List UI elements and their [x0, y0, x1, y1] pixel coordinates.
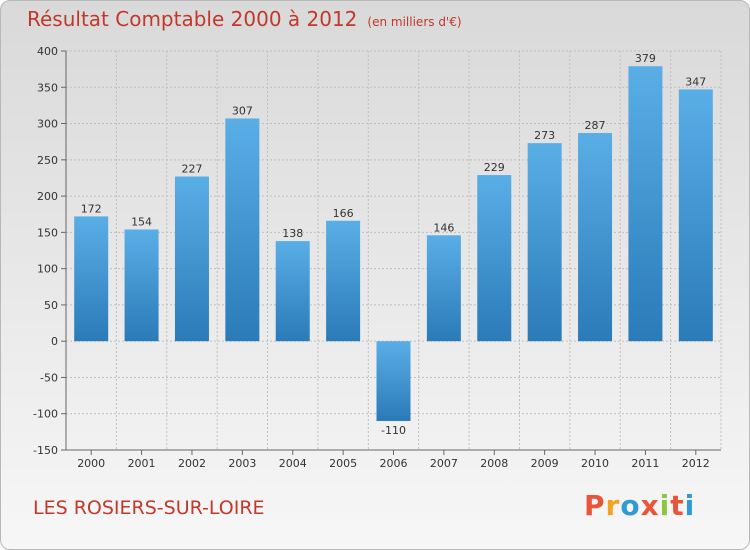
y-tick-label: 50 — [44, 299, 58, 312]
x-tick-label: 2004 — [279, 457, 307, 470]
x-tick-label: 2010 — [581, 457, 609, 470]
x-tick-label: 2011 — [631, 457, 659, 470]
x-tick-label: 2009 — [531, 457, 559, 470]
bar — [275, 241, 310, 342]
place-name: LES ROSIERS-SUR-LOIRE — [33, 497, 265, 519]
data-label: 138 — [282, 227, 303, 240]
data-label: 166 — [333, 207, 354, 220]
logo-letter: i — [659, 489, 671, 522]
bar — [326, 220, 361, 342]
chart-title-main: Résultat Comptable 2000 à 2012 — [27, 7, 358, 31]
data-label: 227 — [181, 163, 202, 176]
y-tick-label: 300 — [37, 118, 58, 131]
bars — [74, 66, 713, 421]
bar — [527, 143, 562, 342]
x-tick-label: 2012 — [682, 457, 710, 470]
labels: 400 350 300 250 200 150 100 50 0 -50 -100 -150 172 20… — [33, 45, 710, 470]
x-tick-label: 2007 — [430, 457, 458, 470]
x-tick-label: 2006 — [380, 457, 408, 470]
bar — [426, 235, 461, 342]
y-tick-label: 200 — [37, 190, 58, 203]
y-tick-label: 400 — [37, 45, 58, 58]
y-tick-label: 100 — [37, 263, 58, 276]
data-label: 379 — [635, 52, 656, 65]
axes — [61, 50, 721, 455]
y-tick-label: 150 — [37, 226, 58, 239]
data-label: 273 — [534, 129, 555, 142]
x-tick-label: 2002 — [178, 457, 206, 470]
x-tick-label: 2005 — [329, 457, 357, 470]
bar — [678, 89, 713, 342]
data-label: 307 — [232, 104, 253, 117]
bar — [124, 229, 159, 342]
bar — [225, 118, 260, 342]
logo-letter: P — [584, 489, 606, 522]
y-tick-label: -100 — [33, 408, 58, 421]
data-label: 154 — [131, 215, 152, 228]
x-tick-label: 2003 — [228, 457, 256, 470]
logo-letter: o — [620, 489, 641, 522]
y-tick-label: -50 — [40, 371, 58, 384]
data-label: 172 — [81, 202, 102, 215]
x-tick-label: 2000 — [77, 457, 105, 470]
y-tick-label: 350 — [37, 81, 58, 94]
bar — [628, 66, 663, 342]
data-label: -110 — [381, 424, 406, 437]
logo-letter: i — [684, 489, 696, 522]
logo-letter: x — [640, 489, 660, 522]
bar — [74, 216, 109, 342]
x-tick-label: 2008 — [480, 457, 508, 470]
y-tick-label: 250 — [37, 154, 58, 167]
y-tick-label: -150 — [33, 444, 58, 457]
data-label: 347 — [685, 75, 706, 88]
data-label: 229 — [484, 161, 505, 174]
bar — [578, 132, 613, 342]
x-tick-label: 2001 — [128, 457, 156, 470]
bar — [477, 175, 512, 342]
data-label: 146 — [433, 221, 454, 234]
bar — [376, 341, 411, 421]
bar — [174, 176, 209, 342]
data-label: 287 — [585, 119, 606, 132]
logo-letter: t — [670, 489, 685, 522]
chart-title-unit: (en milliers d'€) — [367, 15, 462, 29]
proxiti-logo: Proxiti — [584, 489, 695, 522]
chart-title: Résultat Comptable 2000 à 2012 (en millie… — [27, 7, 462, 31]
y-tick-label: 0 — [51, 335, 58, 348]
logo-letter: r — [605, 489, 621, 522]
